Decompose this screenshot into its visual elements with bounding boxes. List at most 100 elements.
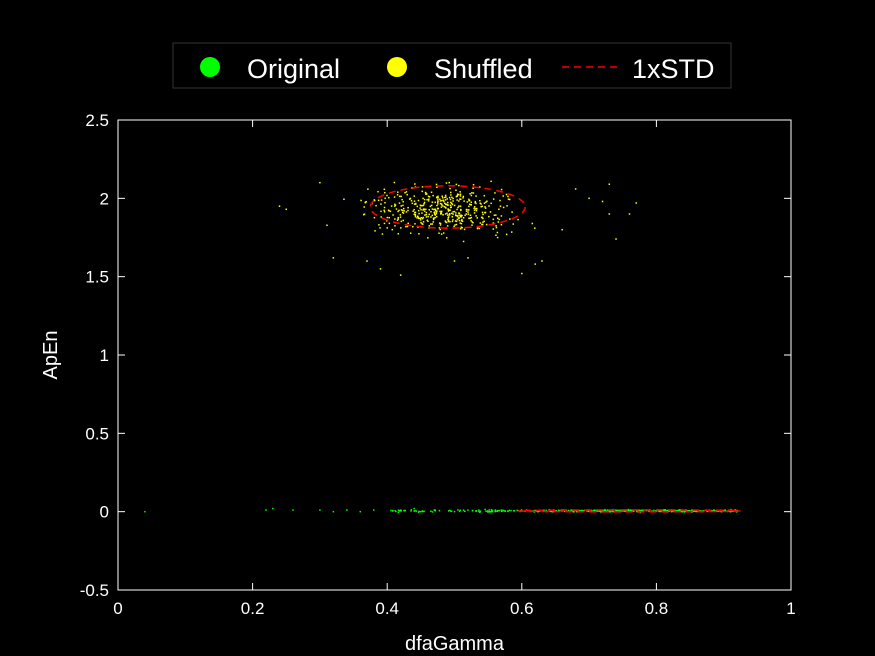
shuffled-point (444, 213, 447, 215)
shuffled-point (473, 209, 476, 211)
shuffled-point (456, 208, 458, 211)
shuffled-point (492, 198, 495, 200)
shuffled-point (456, 215, 459, 218)
shuffled-point (402, 219, 404, 222)
shuffled-point (278, 205, 281, 207)
x-tick-label: 0.4 (375, 599, 399, 618)
shuffled-point (472, 187, 474, 189)
shuffled-point (447, 220, 450, 223)
original-point (677, 509, 680, 512)
shuffled-point (438, 227, 441, 229)
original-point (730, 510, 733, 513)
shuffled-point (448, 181, 450, 184)
original-point (413, 507, 415, 510)
shuffled-point (462, 217, 465, 219)
original-point (674, 510, 677, 512)
shuffled-point (455, 189, 457, 192)
shuffled-point (397, 191, 399, 193)
shuffled-point (394, 205, 396, 207)
original-point (735, 511, 738, 513)
shuffled-point (443, 206, 446, 208)
shuffled-point (494, 192, 496, 194)
shuffled-point (445, 182, 448, 184)
shuffled-point (574, 188, 577, 190)
shuffled-point (507, 198, 510, 200)
shuffled-point (388, 210, 390, 212)
shuffled-point (394, 218, 396, 220)
shuffled-point (508, 198, 511, 201)
shuffled-point (437, 197, 439, 199)
shuffled-point (427, 215, 429, 218)
shuffled-point (608, 183, 611, 185)
shuffled-point (439, 210, 441, 213)
shuffled-point (469, 193, 471, 195)
shuffled-point (375, 204, 377, 207)
shuffled-point (424, 214, 426, 216)
shuffled-point (444, 203, 447, 205)
legend-label-1xstd: 1xSTD (632, 54, 715, 84)
shuffled-point (418, 212, 420, 215)
original-point (586, 510, 588, 512)
shuffled-point (475, 209, 478, 212)
shuffled-point (421, 222, 423, 225)
shuffled-point (478, 227, 481, 230)
shuffled-point (413, 203, 416, 205)
shuffled-point (461, 218, 463, 221)
shuffled-point (470, 194, 473, 197)
original-point (319, 509, 321, 511)
shuffled-point (437, 203, 439, 205)
shuffled-point (465, 210, 468, 212)
original-point (611, 510, 614, 512)
shuffled-point (464, 214, 466, 217)
original-point (666, 510, 668, 512)
legend-label-original: Original (247, 54, 340, 84)
shuffled-point (398, 195, 401, 198)
original-point (670, 510, 673, 512)
shuffled-point (474, 200, 477, 203)
original-point (646, 509, 648, 512)
original-point (642, 509, 644, 511)
shuffled-point (482, 221, 484, 223)
shuffled-point (407, 206, 409, 209)
shuffled-point (449, 220, 451, 223)
original-point (434, 509, 436, 511)
shuffled-point (377, 190, 379, 193)
shuffled-point (441, 195, 443, 197)
shuffled-point (457, 206, 459, 209)
std-ellipse (517, 509, 742, 513)
original-point (635, 510, 638, 512)
shuffled-point (425, 213, 428, 216)
shuffled-point (431, 223, 434, 225)
shuffled-point (498, 208, 500, 210)
shuffled-point (436, 201, 439, 204)
shuffled-point (455, 212, 457, 214)
original-point (453, 510, 456, 513)
shuffled-point (475, 195, 477, 197)
shuffled-point (444, 202, 446, 205)
original-point (498, 509, 501, 512)
shuffled-point (383, 206, 386, 209)
original-point (265, 509, 267, 511)
shuffled-point (442, 205, 444, 207)
shuffled-point (468, 205, 470, 208)
shuffled-point (502, 206, 505, 209)
original-point (464, 510, 466, 513)
original-point (648, 510, 650, 513)
original-point (372, 509, 375, 511)
shuffled-point (468, 209, 470, 211)
original-point (609, 510, 612, 512)
shuffled-point (411, 187, 413, 189)
original-point (459, 509, 461, 512)
shuffled-point (463, 200, 465, 202)
original-point (563, 510, 566, 513)
shuffled-point (424, 210, 426, 212)
original-point (550, 510, 553, 513)
original-point (600, 511, 602, 513)
shuffled-point (473, 206, 476, 208)
shuffled-point (498, 218, 500, 221)
original-point (507, 510, 509, 513)
original-point (450, 510, 452, 512)
shuffled-point (430, 204, 433, 207)
original-point (430, 510, 432, 512)
y-tick-label: 1.5 (85, 268, 109, 287)
